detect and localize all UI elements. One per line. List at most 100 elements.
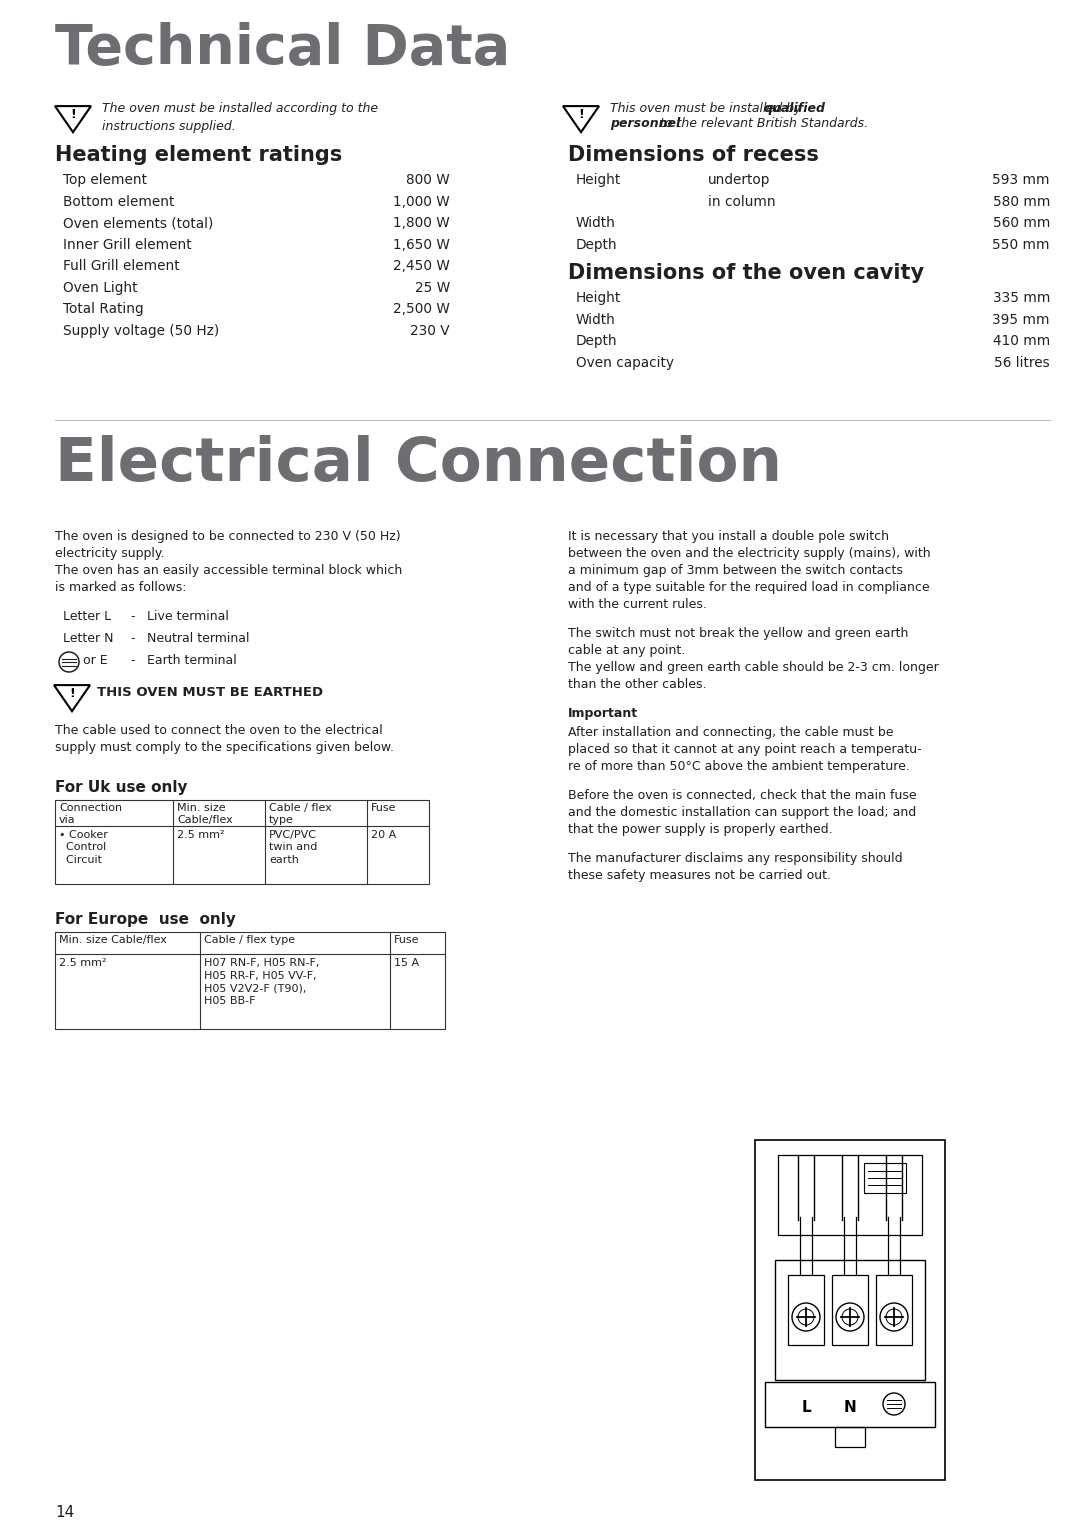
Text: The cable used to connect the oven to the electrical: The cable used to connect the oven to th… <box>55 724 382 736</box>
Text: Top element: Top element <box>63 173 147 186</box>
Text: 560 mm: 560 mm <box>993 215 1050 231</box>
Text: to the relevant British Standards.: to the relevant British Standards. <box>657 118 868 130</box>
Text: Fuse: Fuse <box>394 935 419 944</box>
Text: 580 mm: 580 mm <box>993 194 1050 208</box>
Text: Important: Important <box>568 707 638 720</box>
Text: 2.5 mm²: 2.5 mm² <box>177 830 225 840</box>
Text: 15 A: 15 A <box>394 958 419 969</box>
Text: Heating element ratings: Heating element ratings <box>55 145 342 165</box>
Text: 1,800 W: 1,800 W <box>393 215 450 231</box>
Text: The yellow and green earth cable should be 2-3 cm. longer: The yellow and green earth cable should … <box>568 662 939 674</box>
Bar <box>788 1274 824 1345</box>
Text: 20 A: 20 A <box>372 830 396 840</box>
Text: Oven Light: Oven Light <box>63 281 137 295</box>
Text: 2,500 W: 2,500 W <box>393 303 450 316</box>
Text: -: - <box>130 610 135 623</box>
Text: 25 W: 25 W <box>415 281 450 295</box>
Text: Dimensions of the oven cavity: Dimensions of the oven cavity <box>568 263 924 283</box>
Text: -: - <box>130 633 135 645</box>
Text: Depth: Depth <box>576 237 618 252</box>
Text: The oven must be installed according to the
instructions supplied.: The oven must be installed according to … <box>102 102 378 133</box>
Text: Width: Width <box>576 215 616 231</box>
Text: N: N <box>843 1400 856 1415</box>
Text: !: ! <box>70 107 76 121</box>
Bar <box>55 932 445 1028</box>
Text: Full Grill element: Full Grill element <box>63 260 179 274</box>
Bar <box>835 1427 865 1447</box>
Text: is marked as follows:: is marked as follows: <box>55 581 187 594</box>
Bar <box>755 1140 945 1481</box>
Text: Min. size
Cable/flex: Min. size Cable/flex <box>177 804 233 825</box>
Text: Connection
via: Connection via <box>59 804 122 825</box>
Text: 800 W: 800 W <box>406 173 450 186</box>
Text: !: ! <box>69 686 75 700</box>
Text: 1,650 W: 1,650 W <box>393 237 450 252</box>
Text: electricity supply.: electricity supply. <box>55 547 164 559</box>
Text: Depth: Depth <box>576 335 618 348</box>
Text: Supply voltage (50 Hz): Supply voltage (50 Hz) <box>63 324 219 338</box>
Bar <box>55 801 429 885</box>
Text: The switch must not break the yellow and green earth: The switch must not break the yellow and… <box>568 626 908 640</box>
Text: re of more than 50°C above the ambient temperature.: re of more than 50°C above the ambient t… <box>568 759 909 773</box>
Text: THIS OVEN MUST BE EARTHED: THIS OVEN MUST BE EARTHED <box>97 686 323 698</box>
Text: personnel: personnel <box>610 118 680 130</box>
Text: L: L <box>801 1400 811 1415</box>
Text: 14: 14 <box>55 1505 75 1520</box>
Text: PVC/PVC
twin and
earth: PVC/PVC twin and earth <box>269 830 318 865</box>
Text: or E: or E <box>83 654 108 668</box>
Text: Technical Data: Technical Data <box>55 21 510 76</box>
Text: 56 litres: 56 litres <box>995 356 1050 370</box>
Text: undertop: undertop <box>708 173 770 186</box>
Bar <box>778 1155 922 1235</box>
Text: Cable / flex
type: Cable / flex type <box>269 804 332 825</box>
Text: 1,000 W: 1,000 W <box>393 194 450 208</box>
Text: After installation and connecting, the cable must be: After installation and connecting, the c… <box>568 726 893 740</box>
Text: than the other cables.: than the other cables. <box>568 678 706 691</box>
Text: placed so that it cannot at any point reach a temperatu-: placed so that it cannot at any point re… <box>568 743 921 756</box>
Text: H07 RN-F, H05 RN-F,
H05 RR-F, H05 VV-F,
H05 V2V2-F (T90),
H05 BB-F: H07 RN-F, H05 RN-F, H05 RR-F, H05 VV-F, … <box>204 958 320 1007</box>
Text: Letter L: Letter L <box>63 610 111 623</box>
Text: in column: in column <box>708 194 775 208</box>
Text: Live terminal: Live terminal <box>147 610 229 623</box>
Text: qualified: qualified <box>764 102 825 115</box>
Text: Total Rating: Total Rating <box>63 303 144 316</box>
Text: 550 mm: 550 mm <box>993 237 1050 252</box>
Text: For Europe  use  only: For Europe use only <box>55 912 235 927</box>
Text: Inner Grill element: Inner Grill element <box>63 237 191 252</box>
Text: Cable / flex type: Cable / flex type <box>204 935 295 944</box>
Text: cable at any point.: cable at any point. <box>568 643 685 657</box>
Text: It is necessary that you install a double pole switch: It is necessary that you install a doubl… <box>568 530 889 542</box>
Text: and the domestic installation can support the load; and: and the domestic installation can suppor… <box>568 805 916 819</box>
Text: This oven must be installed by: This oven must be installed by <box>610 102 806 115</box>
Text: Width: Width <box>576 313 616 327</box>
Text: Letter N: Letter N <box>63 633 113 645</box>
Text: The manufacturer disclaims any responsibility should: The manufacturer disclaims any responsib… <box>568 853 903 865</box>
Text: Height: Height <box>576 290 621 306</box>
Text: !: ! <box>578 107 584 121</box>
Bar <box>765 1381 935 1427</box>
Text: supply must comply to the specifications given below.: supply must comply to the specifications… <box>55 741 394 753</box>
Text: these safety measures not be carried out.: these safety measures not be carried out… <box>568 869 831 882</box>
Text: 2,450 W: 2,450 W <box>393 260 450 274</box>
Text: -: - <box>130 654 135 668</box>
Text: Electrical Connection: Electrical Connection <box>55 435 782 494</box>
Text: 593 mm: 593 mm <box>993 173 1050 186</box>
Text: between the oven and the electricity supply (mains), with: between the oven and the electricity sup… <box>568 547 931 559</box>
Text: Fuse: Fuse <box>372 804 396 813</box>
Text: and of a type suitable for the required load in compliance: and of a type suitable for the required … <box>568 581 930 594</box>
Text: Bottom element: Bottom element <box>63 194 174 208</box>
Text: Dimensions of recess: Dimensions of recess <box>568 145 819 165</box>
Text: with the current rules.: with the current rules. <box>568 597 707 611</box>
Text: Neutral terminal: Neutral terminal <box>147 633 249 645</box>
Text: 410 mm: 410 mm <box>993 335 1050 348</box>
Text: Oven elements (total): Oven elements (total) <box>63 215 214 231</box>
Text: 2.5 mm²: 2.5 mm² <box>59 958 107 969</box>
Text: Min. size Cable/flex: Min. size Cable/flex <box>59 935 167 944</box>
Text: The oven has an easily accessible terminal block which: The oven has an easily accessible termin… <box>55 564 402 578</box>
Text: a minimum gap of 3mm between the switch contacts: a minimum gap of 3mm between the switch … <box>568 564 903 578</box>
Text: For Uk use only: For Uk use only <box>55 779 188 795</box>
Text: Before the oven is connected, check that the main fuse: Before the oven is connected, check that… <box>568 788 917 802</box>
Text: 395 mm: 395 mm <box>993 313 1050 327</box>
Bar <box>864 1163 906 1193</box>
Text: Earth terminal: Earth terminal <box>147 654 237 668</box>
